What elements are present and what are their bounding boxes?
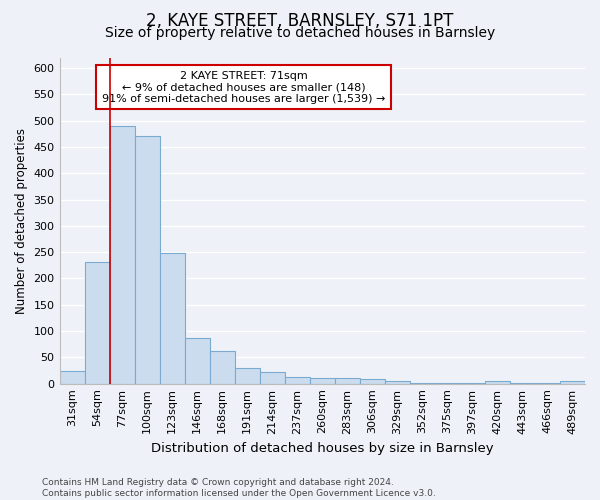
Bar xyxy=(535,382,560,384)
Text: 2 KAYE STREET: 71sqm
← 9% of detached houses are smaller (148)
91% of semi-detac: 2 KAYE STREET: 71sqm ← 9% of detached ho… xyxy=(102,70,385,104)
X-axis label: Distribution of detached houses by size in Barnsley: Distribution of detached houses by size … xyxy=(151,442,494,455)
Text: 2, KAYE STREET, BARNSLEY, S71 1PT: 2, KAYE STREET, BARNSLEY, S71 1PT xyxy=(146,12,454,30)
Bar xyxy=(560,381,585,384)
Bar xyxy=(235,368,260,384)
Bar xyxy=(460,382,485,384)
Bar xyxy=(310,378,335,384)
Bar xyxy=(209,350,235,384)
Bar xyxy=(260,372,285,384)
Bar xyxy=(385,381,410,384)
Bar xyxy=(360,380,385,384)
Bar xyxy=(485,380,510,384)
Bar xyxy=(134,136,160,384)
Bar xyxy=(435,382,460,384)
Bar xyxy=(285,377,310,384)
Bar xyxy=(335,378,360,384)
Text: Contains HM Land Registry data © Crown copyright and database right 2024.
Contai: Contains HM Land Registry data © Crown c… xyxy=(42,478,436,498)
Bar xyxy=(59,370,85,384)
Bar xyxy=(85,262,110,384)
Bar xyxy=(510,382,535,384)
Text: Size of property relative to detached houses in Barnsley: Size of property relative to detached ho… xyxy=(105,26,495,40)
Bar xyxy=(410,382,435,384)
Bar xyxy=(185,338,209,384)
Bar xyxy=(110,126,134,384)
Y-axis label: Number of detached properties: Number of detached properties xyxy=(15,128,28,314)
Bar xyxy=(160,253,185,384)
